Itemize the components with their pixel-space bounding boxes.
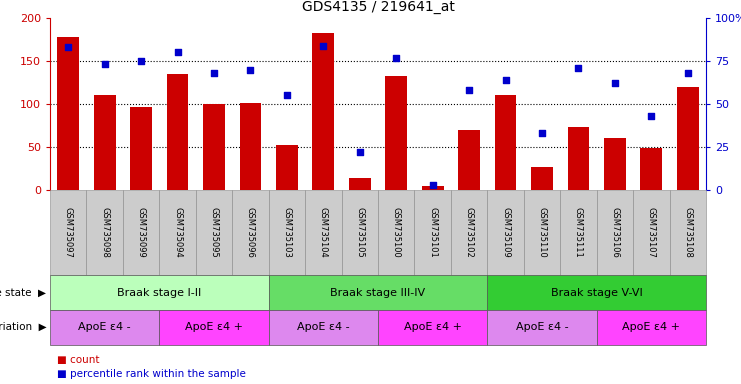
Text: GSM735098: GSM735098 <box>100 207 109 258</box>
Bar <box>385 76 407 190</box>
Bar <box>495 95 516 190</box>
Bar <box>422 186 444 190</box>
Bar <box>604 138 626 190</box>
Title: GDS4135 / 219641_at: GDS4135 / 219641_at <box>302 0 454 14</box>
Point <box>463 87 475 93</box>
Text: ApoE ε4 +: ApoE ε4 + <box>404 323 462 333</box>
Bar <box>458 130 480 190</box>
Bar <box>349 178 370 190</box>
Text: ApoE ε4 -: ApoE ε4 - <box>297 323 350 333</box>
Bar <box>57 37 79 190</box>
Text: GSM735106: GSM735106 <box>611 207 619 258</box>
Text: GSM735110: GSM735110 <box>537 207 547 258</box>
Bar <box>568 127 589 190</box>
Text: Braak stage V-VI: Braak stage V-VI <box>551 288 642 298</box>
Point <box>391 55 402 61</box>
Text: Braak stage I-II: Braak stage I-II <box>117 288 202 298</box>
Point <box>645 113 657 119</box>
Point <box>99 61 110 68</box>
Text: GSM735109: GSM735109 <box>501 207 510 258</box>
Point <box>62 44 74 50</box>
Text: ■ percentile rank within the sample: ■ percentile rank within the sample <box>57 369 246 379</box>
Bar <box>203 104 225 190</box>
Text: genotype/variation  ▶: genotype/variation ▶ <box>0 323 46 333</box>
Bar <box>640 148 662 190</box>
Text: GSM735103: GSM735103 <box>282 207 291 258</box>
Bar <box>167 74 188 190</box>
Point <box>609 80 621 86</box>
Text: GSM735102: GSM735102 <box>465 207 473 258</box>
Point <box>573 65 585 71</box>
Text: GSM735100: GSM735100 <box>392 207 401 258</box>
Point <box>354 149 366 155</box>
Point <box>245 66 256 73</box>
Text: GSM735095: GSM735095 <box>210 207 219 258</box>
Bar <box>276 145 298 190</box>
Point <box>682 70 694 76</box>
Bar <box>93 95 116 190</box>
Bar <box>677 87 699 190</box>
Text: GSM735104: GSM735104 <box>319 207 328 258</box>
Point <box>317 43 329 49</box>
Text: GSM735107: GSM735107 <box>647 207 656 258</box>
Point <box>281 92 293 98</box>
Text: GSM735105: GSM735105 <box>355 207 365 258</box>
Point <box>536 130 548 136</box>
Text: Braak stage III-IV: Braak stage III-IV <box>330 288 425 298</box>
Text: GSM735108: GSM735108 <box>683 207 692 258</box>
Text: ApoE ε4 -: ApoE ε4 - <box>79 323 131 333</box>
Text: GSM735111: GSM735111 <box>574 207 583 258</box>
Bar <box>531 167 553 190</box>
Text: GSM735097: GSM735097 <box>64 207 73 258</box>
Bar <box>239 103 262 190</box>
Bar <box>130 107 152 190</box>
Point <box>499 77 511 83</box>
Text: ■ count: ■ count <box>57 355 100 365</box>
Bar <box>313 33 334 190</box>
Text: disease state  ▶: disease state ▶ <box>0 288 46 298</box>
Text: ApoE ε4 +: ApoE ε4 + <box>622 323 680 333</box>
Text: ApoE ε4 +: ApoE ε4 + <box>185 323 243 333</box>
Text: GSM735101: GSM735101 <box>428 207 437 258</box>
Text: ApoE ε4 -: ApoE ε4 - <box>516 323 568 333</box>
Point <box>172 49 184 55</box>
Point <box>208 70 220 76</box>
Text: GSM735099: GSM735099 <box>136 207 146 258</box>
Point <box>427 182 439 188</box>
Text: GSM735094: GSM735094 <box>173 207 182 258</box>
Text: GSM735096: GSM735096 <box>246 207 255 258</box>
Point <box>135 58 147 64</box>
